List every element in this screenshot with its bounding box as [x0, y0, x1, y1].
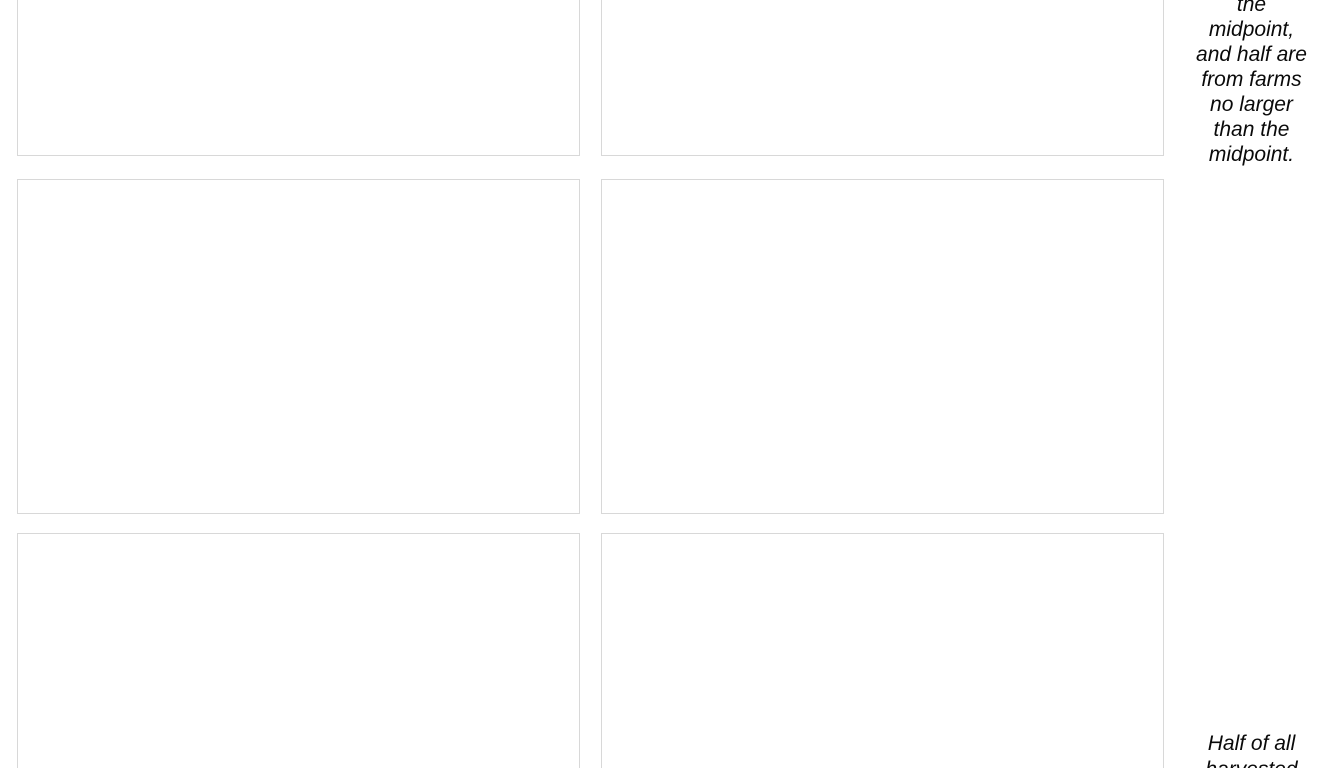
chart-turkeys: [601, 179, 1164, 514]
side-note-harvested-text: Half of allharvested: [1205, 732, 1297, 768]
chart-top-right: [601, 0, 1164, 156]
chart-cattle-feeding: [17, 179, 580, 514]
side-note-midpoint-text: the midpoint, and half are from farms no lar…: [1196, 0, 1307, 166]
chart-wheat: [601, 533, 1164, 768]
chart-beef-cows: [17, 533, 580, 768]
chart-top-left: [17, 0, 580, 156]
